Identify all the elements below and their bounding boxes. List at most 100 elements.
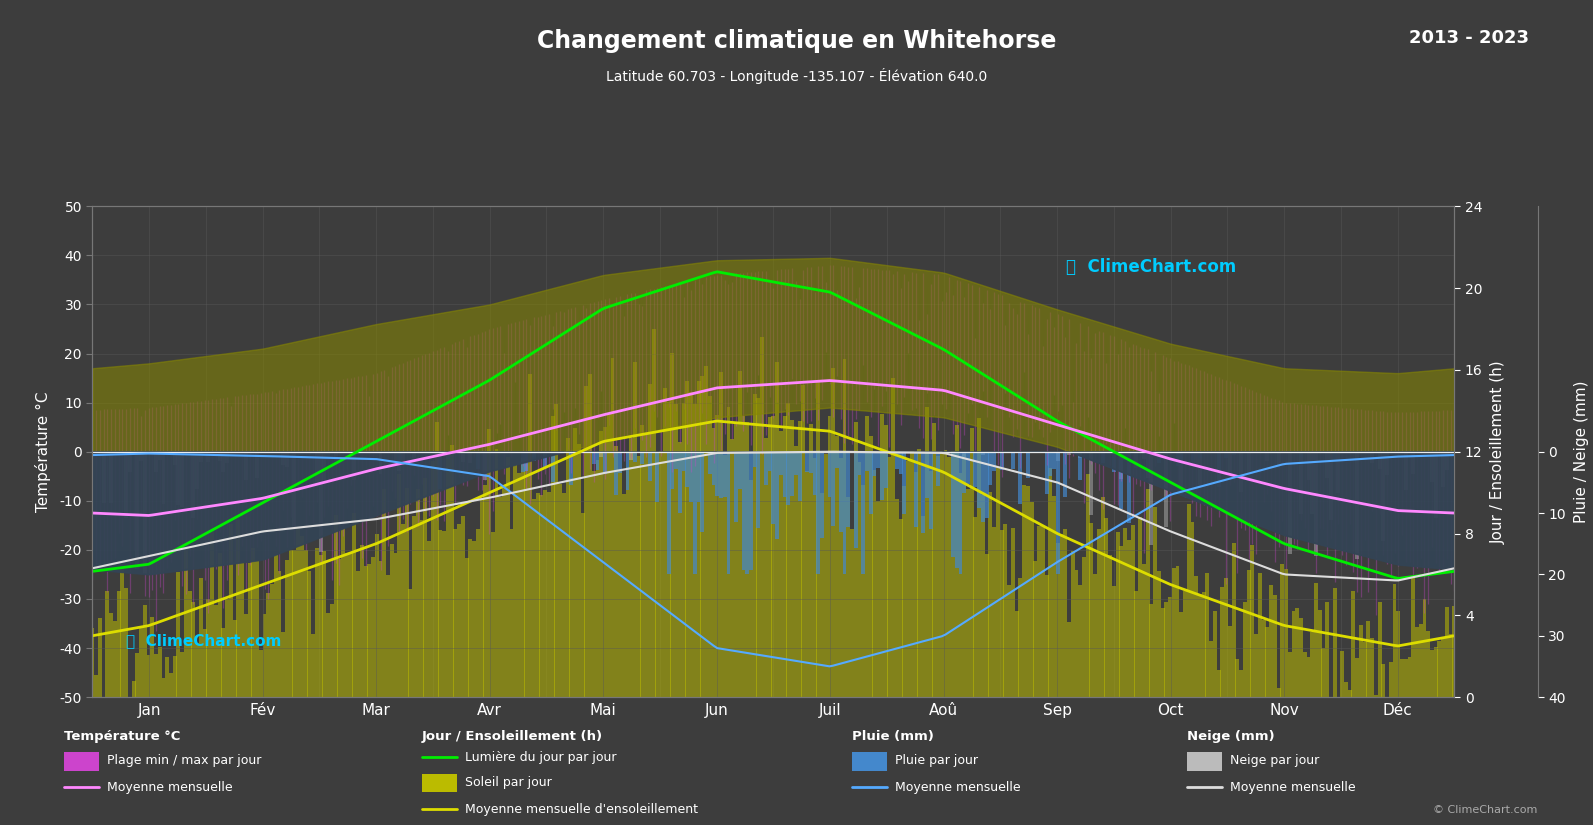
Bar bbox=[360, 545, 363, 697]
Bar bbox=[1273, 596, 1276, 697]
Bar bbox=[929, 471, 932, 697]
Bar bbox=[1231, 543, 1236, 697]
Bar bbox=[857, 462, 862, 697]
Bar bbox=[1000, 530, 1004, 697]
Bar bbox=[793, 446, 798, 697]
Bar bbox=[1126, 540, 1131, 697]
Bar bbox=[1195, 452, 1198, 466]
Text: Lumière du jour par jour: Lumière du jour par jour bbox=[465, 751, 616, 764]
Bar bbox=[790, 420, 793, 697]
Bar bbox=[588, 374, 593, 697]
Bar bbox=[846, 452, 851, 527]
Bar bbox=[1101, 452, 1104, 463]
Bar bbox=[241, 563, 244, 697]
Bar bbox=[1344, 682, 1348, 697]
Bar bbox=[898, 452, 903, 474]
Bar bbox=[116, 591, 121, 697]
Bar bbox=[1434, 452, 1437, 518]
Bar bbox=[1298, 452, 1303, 514]
Bar bbox=[1063, 529, 1067, 697]
Bar bbox=[865, 416, 868, 697]
Bar bbox=[757, 452, 760, 528]
Text: Neige par jour: Neige par jour bbox=[1230, 754, 1319, 767]
Text: Plage min / max par jour: Plage min / max par jour bbox=[107, 754, 261, 767]
Bar bbox=[776, 362, 779, 697]
Bar bbox=[1026, 485, 1029, 697]
Y-axis label: Jour / Ensoleillement (h): Jour / Ensoleillement (h) bbox=[1491, 360, 1505, 544]
Bar bbox=[566, 438, 570, 697]
Bar bbox=[1190, 522, 1195, 697]
Bar bbox=[1333, 452, 1337, 460]
Bar bbox=[1142, 564, 1145, 697]
Bar bbox=[1176, 452, 1179, 465]
Bar bbox=[1034, 561, 1037, 697]
Bar bbox=[543, 490, 546, 697]
Bar bbox=[835, 452, 840, 469]
Bar bbox=[1356, 452, 1359, 559]
Bar bbox=[843, 360, 846, 697]
Bar bbox=[1179, 452, 1184, 494]
Bar bbox=[730, 439, 734, 697]
Bar bbox=[535, 493, 540, 697]
Bar bbox=[1270, 585, 1273, 697]
Bar bbox=[1381, 452, 1386, 541]
Bar bbox=[454, 530, 457, 697]
Bar bbox=[443, 531, 446, 697]
Bar bbox=[1419, 625, 1423, 697]
Bar bbox=[701, 452, 704, 532]
Bar bbox=[374, 535, 379, 697]
Bar bbox=[1337, 452, 1340, 493]
Bar bbox=[929, 452, 932, 529]
Bar bbox=[599, 452, 604, 457]
Bar bbox=[690, 452, 693, 502]
Bar bbox=[518, 473, 521, 697]
Bar bbox=[247, 563, 252, 697]
Bar bbox=[604, 452, 607, 474]
Bar bbox=[1172, 568, 1176, 697]
Bar bbox=[113, 621, 116, 697]
Bar bbox=[723, 452, 726, 497]
Bar bbox=[873, 452, 876, 476]
Bar bbox=[715, 452, 718, 496]
Bar bbox=[693, 404, 696, 697]
Bar bbox=[379, 561, 382, 697]
Bar bbox=[1109, 555, 1112, 697]
Bar bbox=[487, 430, 491, 697]
Bar bbox=[532, 452, 535, 461]
Bar bbox=[1415, 627, 1419, 697]
Bar bbox=[696, 380, 701, 697]
Bar bbox=[255, 452, 260, 478]
Bar bbox=[322, 452, 327, 480]
Bar bbox=[1325, 601, 1329, 697]
Bar bbox=[510, 529, 513, 697]
Bar bbox=[1150, 452, 1153, 545]
Bar bbox=[632, 452, 637, 462]
Bar bbox=[1311, 452, 1314, 453]
Bar bbox=[1265, 452, 1270, 461]
Bar bbox=[143, 452, 147, 574]
Bar bbox=[793, 452, 798, 475]
Bar bbox=[524, 452, 529, 471]
Bar bbox=[158, 647, 162, 697]
Text: Latitude 60.703 - Longitude -135.107 - Élévation 640.0: Latitude 60.703 - Longitude -135.107 - É… bbox=[605, 68, 988, 83]
Bar bbox=[884, 425, 887, 697]
Bar bbox=[1187, 503, 1190, 697]
Bar bbox=[1090, 523, 1093, 697]
Bar bbox=[648, 452, 652, 481]
Bar bbox=[1445, 452, 1450, 469]
Bar bbox=[166, 657, 169, 697]
Bar bbox=[798, 421, 801, 697]
Bar bbox=[1026, 452, 1029, 478]
Text: Neige (mm): Neige (mm) bbox=[1187, 730, 1274, 743]
Bar bbox=[1251, 545, 1254, 697]
Bar bbox=[150, 617, 155, 697]
Bar bbox=[906, 461, 910, 697]
Bar bbox=[846, 497, 851, 697]
Bar bbox=[637, 456, 640, 697]
Bar bbox=[1287, 452, 1292, 554]
Bar bbox=[1314, 452, 1317, 555]
Bar bbox=[1179, 452, 1184, 465]
Bar bbox=[244, 452, 249, 480]
Bar bbox=[94, 675, 99, 697]
Bar bbox=[973, 517, 978, 697]
